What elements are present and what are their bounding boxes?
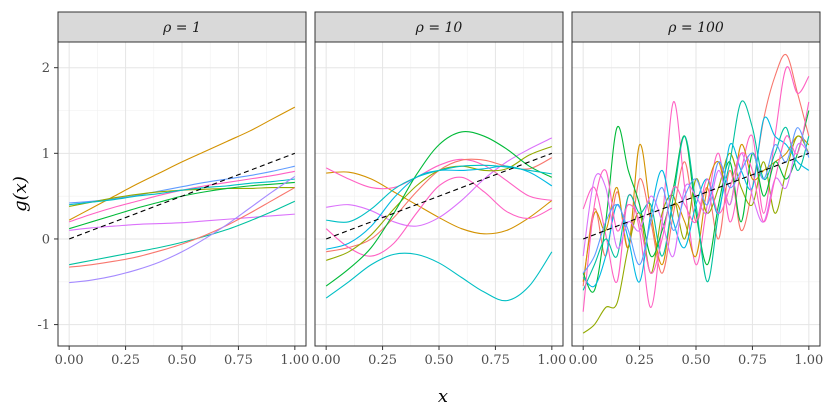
strip-label: ρ = 10 (415, 20, 463, 36)
x-tick-label: 0.50 (682, 353, 711, 368)
x-tick-label: 0.75 (224, 353, 253, 368)
strip-label: ρ = 100 (667, 20, 724, 36)
x-tick-label: 0.00 (55, 353, 84, 368)
x-tick-label: 0.25 (111, 353, 140, 368)
y-axis-title: g(x) (10, 176, 31, 212)
series-line-path-9 (69, 187, 296, 268)
y-tick-label: -1 (37, 318, 50, 333)
series-line-path-10 (582, 127, 810, 274)
y-tick-label: 0 (42, 232, 50, 247)
x-tick-label: 1.00 (537, 353, 566, 368)
x-tick-label: 0.00 (312, 353, 341, 368)
series-line-path-10 (69, 175, 296, 284)
panel-2: ρ = 10 0.00 0.25 0.50 0.75 1.00 (312, 11, 566, 368)
y-tick-label: 1 (42, 147, 50, 162)
panel-3: ρ = 100 0.00 0.25 0.50 0.75 1.00 (569, 11, 823, 368)
x-tick-label: 0.25 (625, 353, 654, 368)
strip-background (57, 11, 307, 43)
series-group (325, 131, 553, 302)
series-line-path-3 (582, 135, 810, 282)
series-line-path-7 (69, 213, 295, 231)
x-tick-label: 0.75 (481, 353, 510, 368)
strip-background (314, 11, 564, 43)
x-tick-label: 1.00 (280, 353, 309, 368)
x-tick-label: 0.75 (738, 353, 767, 368)
series-group (68, 106, 296, 284)
series-line-path-5 (69, 178, 295, 206)
x-tick-label: 1.00 (794, 353, 823, 368)
x-tick-label: 0.25 (368, 353, 397, 368)
series-line-path-8 (69, 200, 296, 266)
x-tick-label: 0.50 (168, 353, 197, 368)
reference-line (68, 152, 296, 240)
series-line-path-5 (582, 110, 810, 293)
panel-1: ρ = 1 0.00 0.25 0.50 0.75 1.00 -1 0 1 2 (37, 11, 309, 368)
reference-line (325, 152, 553, 240)
strip-label: ρ = 1 (162, 20, 201, 36)
series-group (582, 53, 810, 334)
x-axis-title: x (438, 386, 448, 407)
series-line-path-2 (325, 158, 552, 201)
series-line-path-1 (582, 53, 810, 287)
series-line-path-8 (325, 131, 553, 287)
series-line-path-10 (325, 251, 553, 302)
x-tick-label: 0.50 (425, 353, 454, 368)
reference-line (582, 152, 810, 240)
series-line-path-3 (326, 137, 553, 227)
series-line-path-9 (582, 101, 810, 312)
strip-background (571, 11, 821, 43)
x-tick-label: 0.00 (569, 353, 598, 368)
y-tick-label: 2 (42, 61, 50, 76)
